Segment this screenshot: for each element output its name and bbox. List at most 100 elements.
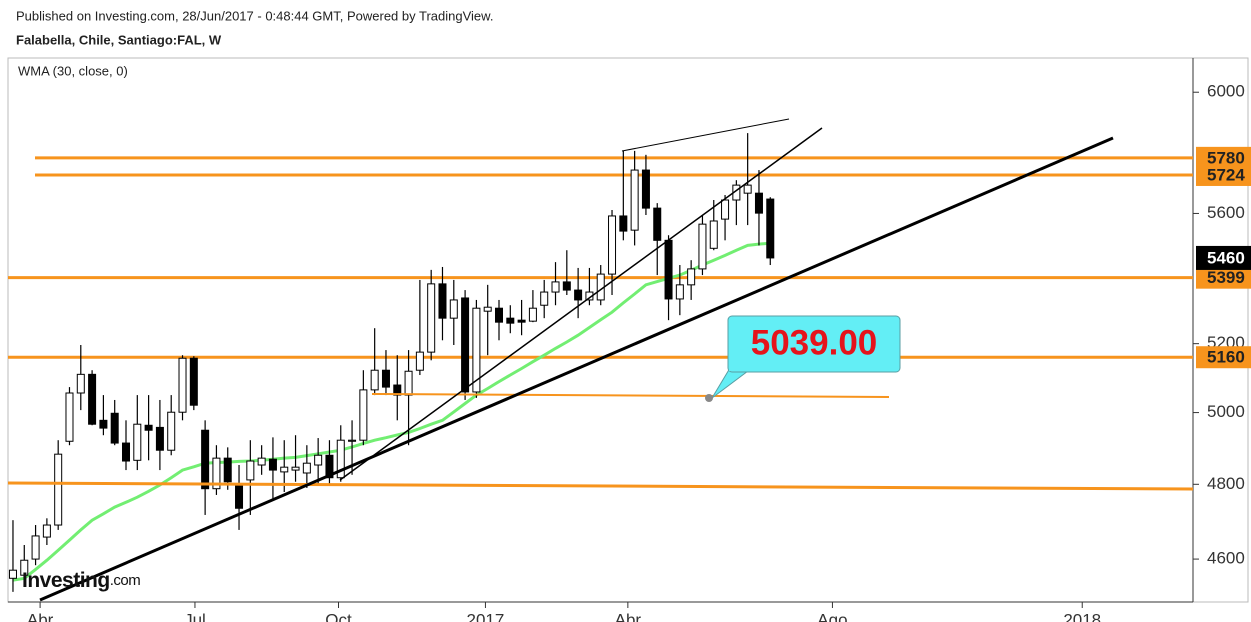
candle-body bbox=[31, 535, 40, 560]
candle-body bbox=[54, 453, 63, 526]
candle-body bbox=[641, 169, 650, 209]
y-tick-label: 5000 bbox=[1207, 402, 1245, 421]
candle-body bbox=[472, 307, 481, 393]
candle-body bbox=[709, 220, 718, 249]
candle-body bbox=[630, 169, 639, 231]
x-tick-label: Abr bbox=[27, 610, 54, 622]
candle-body bbox=[189, 357, 198, 406]
callout-joint bbox=[729, 360, 759, 371]
candle-body bbox=[257, 457, 266, 466]
support-line bbox=[371, 393, 890, 398]
candle-body bbox=[280, 466, 289, 473]
watermark: Investing.com bbox=[22, 569, 140, 592]
candle-body bbox=[653, 207, 662, 241]
candle-body bbox=[302, 462, 311, 474]
x-tick-label: Abr bbox=[615, 610, 642, 622]
candle-body bbox=[698, 223, 707, 270]
published-note: Published on Investing.com, 28/Jun/2017 … bbox=[16, 8, 493, 23]
watermark-suffix: .com bbox=[110, 572, 141, 589]
level-label-box bbox=[1196, 346, 1251, 369]
last-price-box bbox=[1196, 245, 1251, 270]
candle-body bbox=[99, 419, 108, 429]
candle-body bbox=[461, 297, 470, 393]
candle-body bbox=[155, 426, 164, 451]
candle-body bbox=[664, 239, 673, 300]
level-label: 5160 bbox=[1207, 348, 1245, 367]
last-price-label: 5460 bbox=[1207, 248, 1245, 267]
level-label-box bbox=[1196, 266, 1251, 289]
candle-body bbox=[754, 192, 763, 214]
candle-body bbox=[404, 370, 413, 396]
plot-frame bbox=[7, 57, 1249, 603]
callout-point bbox=[705, 394, 713, 402]
y-tick-label: 6000 bbox=[1207, 82, 1245, 101]
support-line bbox=[7, 481, 1194, 491]
candle-body bbox=[574, 289, 583, 301]
callout-box bbox=[727, 315, 901, 373]
level-label-box bbox=[1196, 146, 1251, 169]
candle-body bbox=[20, 559, 29, 576]
candle-body bbox=[370, 369, 379, 391]
candle-body bbox=[223, 457, 232, 483]
candle-body bbox=[178, 357, 187, 413]
candle-body bbox=[562, 281, 571, 291]
wma-line bbox=[12, 241, 771, 582]
x-tick-label: Ago bbox=[817, 610, 847, 622]
candle-body bbox=[721, 199, 730, 220]
candle-body bbox=[528, 307, 537, 322]
candle-body bbox=[144, 424, 153, 431]
legend-entry: WMA (30, close, 0) bbox=[18, 63, 128, 78]
watermark-brand: Investing bbox=[22, 569, 110, 592]
candle-body bbox=[133, 423, 142, 461]
marks bbox=[8, 133, 1193, 592]
y-tick-label: 5600 bbox=[1207, 203, 1245, 222]
candle-body bbox=[619, 215, 628, 232]
chart-title: Falabella, Chile, Santiago:FAL, W bbox=[16, 32, 222, 47]
candle-body bbox=[483, 306, 492, 312]
candle-body bbox=[517, 319, 526, 323]
x-tick-label: Jul bbox=[184, 610, 206, 622]
candle-body bbox=[438, 283, 447, 319]
candle-body bbox=[42, 524, 51, 538]
level-label: 5399 bbox=[1207, 268, 1245, 287]
level-label: 5724 bbox=[1207, 165, 1245, 184]
candle-body bbox=[246, 460, 255, 481]
candle-body bbox=[268, 458, 277, 471]
candle-body bbox=[743, 184, 752, 194]
candle-body bbox=[540, 291, 549, 306]
callout-text: 5039.00 bbox=[751, 323, 878, 362]
candle-body bbox=[88, 373, 97, 425]
candle-body bbox=[608, 215, 617, 275]
candle-body bbox=[427, 283, 436, 353]
candle-body bbox=[449, 299, 458, 319]
candle-body bbox=[675, 284, 684, 300]
candle-body bbox=[235, 483, 244, 509]
level-label-box bbox=[1196, 163, 1251, 186]
candle-body bbox=[336, 439, 345, 479]
axis-labels: 4600480050005200560060005780572453995160… bbox=[27, 82, 1251, 622]
y-tick-label: 4800 bbox=[1207, 474, 1245, 493]
candle-body bbox=[167, 411, 176, 451]
candle-body bbox=[201, 429, 210, 490]
candle-body bbox=[212, 457, 221, 490]
candle-body bbox=[8, 569, 17, 579]
candle-body bbox=[359, 389, 368, 441]
candle-body bbox=[76, 373, 85, 394]
level-label: 5780 bbox=[1207, 148, 1245, 167]
candle-body bbox=[65, 392, 74, 442]
candle-body bbox=[381, 369, 390, 388]
y-tick-label: 4600 bbox=[1207, 549, 1245, 568]
candle-body bbox=[348, 439, 357, 442]
candle-body bbox=[291, 466, 300, 471]
x-tick-label: 2017 bbox=[467, 610, 505, 622]
candle-body bbox=[494, 307, 504, 323]
trend-line bbox=[339, 127, 823, 481]
candle-body bbox=[415, 351, 424, 371]
candle-body bbox=[506, 317, 515, 324]
trend-line bbox=[621, 118, 790, 152]
candle-body bbox=[110, 412, 119, 444]
candle-body bbox=[314, 454, 323, 466]
candle-body bbox=[687, 268, 696, 286]
x-tick-label: 2018 bbox=[1063, 610, 1101, 622]
